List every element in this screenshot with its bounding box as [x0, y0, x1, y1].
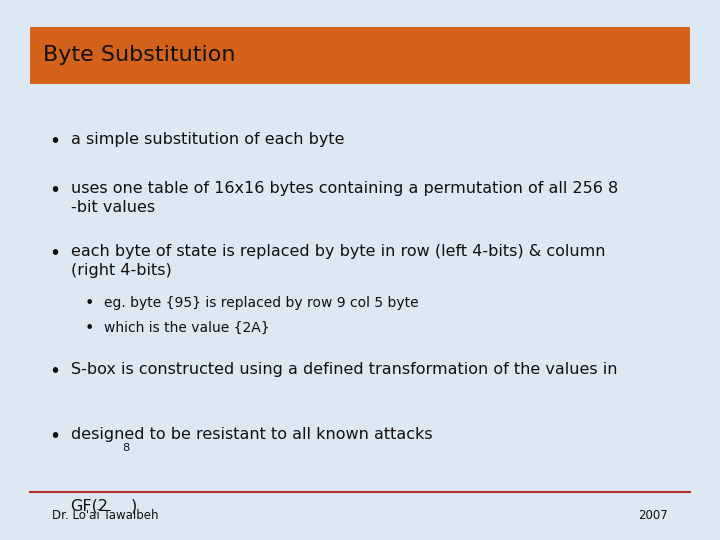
Text: eg. byte {95} is replaced by row 9 col 5 byte: eg. byte {95} is replaced by row 9 col 5…	[104, 296, 419, 310]
Text: •: •	[85, 296, 94, 311]
Text: ): )	[131, 498, 138, 514]
Text: S-box is constructed using a defined transformation of the values in: S-box is constructed using a defined tra…	[71, 362, 617, 377]
Text: Byte Substitution: Byte Substitution	[43, 45, 235, 65]
Text: Dr. Lo'ai Tawalbeh: Dr. Lo'ai Tawalbeh	[52, 509, 158, 522]
Text: which is the value {2A}: which is the value {2A}	[104, 321, 270, 335]
Text: •: •	[49, 244, 60, 263]
Text: •: •	[49, 362, 60, 381]
Text: 8: 8	[122, 443, 129, 453]
Text: a simple substitution of each byte: a simple substitution of each byte	[71, 132, 344, 147]
Text: •: •	[49, 132, 60, 151]
Text: designed to be resistant to all known attacks: designed to be resistant to all known at…	[71, 427, 432, 442]
Text: GF(2: GF(2	[71, 498, 109, 514]
Text: each byte of state is replaced by byte in row (left 4-bits) & column
(right 4-bi: each byte of state is replaced by byte i…	[71, 244, 605, 278]
Bar	[30, 27, 690, 84]
Text: •: •	[49, 427, 60, 446]
Text: uses one table of 16x16 bytes containing a permutation of all 256 8
-bit values: uses one table of 16x16 bytes containing…	[71, 181, 618, 215]
Text: 2007: 2007	[639, 509, 668, 522]
Text: •: •	[85, 321, 94, 336]
Text: •: •	[49, 181, 60, 200]
